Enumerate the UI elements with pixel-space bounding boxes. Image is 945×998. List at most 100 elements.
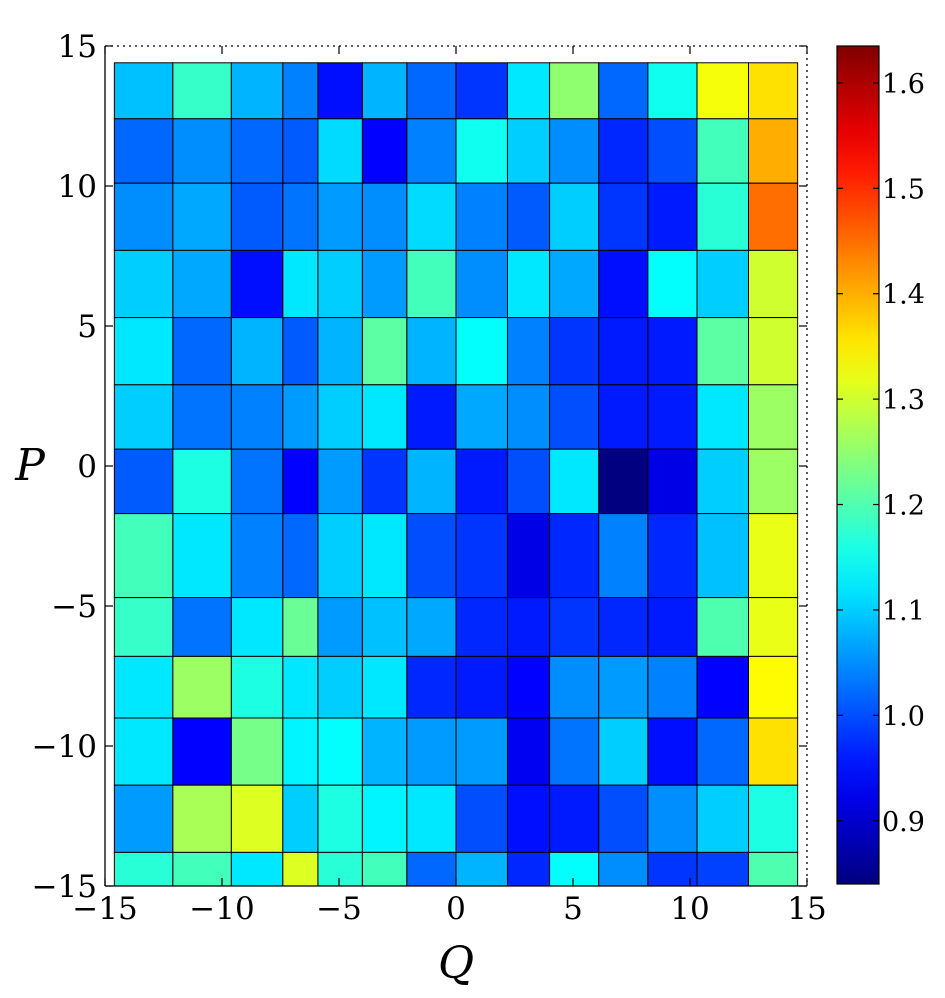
heatmap-cells (113, 62, 799, 887)
heatmap-cell (361, 784, 408, 853)
heatmap-cell (113, 118, 174, 184)
heatmap-cell (282, 62, 319, 120)
heatmap-cell (506, 384, 551, 450)
heatmap-cell (230, 784, 284, 853)
heatmap-cell (748, 784, 799, 853)
heatmap-cell (361, 317, 408, 386)
y-tick-label: 0 (77, 449, 97, 485)
heatmap-cell (647, 513, 698, 599)
heatmap-cell (113, 384, 174, 450)
heatmap-cell (317, 317, 363, 386)
heatmap-cell (113, 784, 174, 853)
heatmap-cell (230, 249, 284, 319)
heatmap-cell (230, 182, 284, 251)
heatmap-cell (549, 655, 600, 719)
heatmap-cell (506, 513, 551, 599)
heatmap-cell (598, 851, 649, 887)
heatmap-cell (455, 655, 508, 719)
heatmap-cell (748, 851, 799, 887)
x-tick-label: −5 (316, 891, 362, 927)
heatmap-cell (361, 655, 408, 719)
heatmap-cell (172, 784, 232, 853)
heatmap-cell (696, 717, 750, 786)
heatmap-cell (317, 118, 363, 184)
heatmap-cell (113, 513, 174, 599)
heatmap-cell (549, 317, 600, 386)
heatmap-cell (549, 384, 600, 450)
heatmap-cell (598, 62, 649, 120)
heatmap-cell (113, 851, 174, 887)
heatmap-cell (455, 249, 508, 319)
heatmap-cell (549, 448, 600, 515)
heatmap-cell (598, 448, 649, 515)
heatmap-cell (696, 62, 750, 120)
y-tick-label: −10 (32, 729, 97, 765)
heatmap-cell (647, 118, 698, 184)
heatmap-cell (282, 249, 319, 319)
heatmap-cell (282, 851, 319, 887)
x-tick-label: −10 (189, 891, 254, 927)
heatmap-cell (647, 784, 698, 853)
heatmap-cell (549, 851, 600, 887)
heatmap-cell (748, 249, 799, 319)
heatmap-cell (696, 384, 750, 450)
heatmap-cell (282, 513, 319, 599)
heatmap-cell (172, 249, 232, 319)
colorbar-gradient (836, 45, 880, 885)
heatmap-cell (406, 249, 457, 319)
heatmap-cell (598, 118, 649, 184)
heatmap-cell (406, 317, 457, 386)
heatmap-cell (317, 717, 363, 786)
x-tick-label: 15 (787, 891, 826, 927)
heatmap-cell (172, 597, 232, 657)
y-axis: −15 −10 −5 0 5 10 15 (32, 29, 807, 905)
heatmap-cell (282, 448, 319, 515)
x-axis: −15 −10 −5 0 5 10 15 (72, 46, 827, 927)
heatmap-cell (361, 448, 408, 515)
heatmap-cell (282, 597, 319, 657)
heatmap-cell (317, 448, 363, 515)
heatmap-cell (406, 448, 457, 515)
heatmap-cell (406, 118, 457, 184)
heatmap-cell (696, 513, 750, 599)
heatmap-cell (230, 118, 284, 184)
heatmap-cell (406, 851, 457, 887)
heatmap-cell (696, 118, 750, 184)
heatmap-cell (282, 655, 319, 719)
heatmap-cell (361, 249, 408, 319)
heatmap-cell (647, 655, 698, 719)
heatmap-cell (647, 182, 698, 251)
heatmap-cell (317, 513, 363, 599)
heatmap-cell (282, 118, 319, 184)
heatmap-cell (282, 717, 319, 786)
heatmap-cell (361, 717, 408, 786)
y-tick-label: −15 (32, 869, 97, 905)
heatmap-cell (506, 317, 551, 386)
heatmap-cell (598, 317, 649, 386)
heatmap-cell (696, 655, 750, 719)
heatmap-cell (230, 317, 284, 386)
heatmap-cell (172, 655, 232, 719)
heatmap-cell (406, 62, 457, 120)
heatmap-cell (172, 448, 232, 515)
heatmap-cell (598, 784, 649, 853)
heatmap-cell (172, 717, 232, 786)
heatmap-cell (317, 249, 363, 319)
heatmap-cell (696, 317, 750, 386)
heatmap-cell (506, 597, 551, 657)
heatmap-cell (549, 62, 600, 120)
heatmap-cell (113, 448, 174, 515)
x-tick-label: 5 (563, 891, 583, 927)
heatmap-cell (455, 384, 508, 450)
heatmap-cell (406, 655, 457, 719)
heatmap-cell (230, 851, 284, 887)
colorbar-tick-label: 1.4 (882, 280, 925, 311)
heatmap-cell (549, 513, 600, 599)
heatmap-cell (748, 118, 799, 184)
heatmap-cell (455, 717, 508, 786)
heatmap-cell (549, 118, 600, 184)
heatmap-cell (113, 597, 174, 657)
heatmap-cell (647, 851, 698, 887)
heatmap-cell (282, 784, 319, 853)
heatmap-cell (455, 784, 508, 853)
